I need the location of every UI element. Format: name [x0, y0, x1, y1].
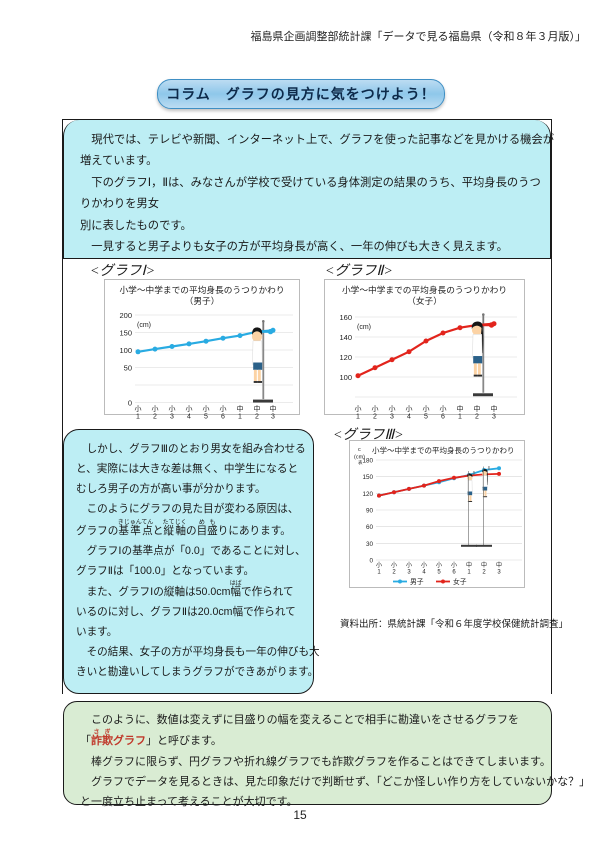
svg-text:2: 2 [475, 413, 479, 420]
svg-text:2: 2 [255, 413, 259, 420]
svg-text:小: 小 [372, 404, 379, 413]
svg-text:1: 1 [136, 413, 140, 420]
svg-text:中: 中 [270, 404, 277, 413]
svg-text:160: 160 [339, 313, 352, 322]
svg-text:男子: 男子 [410, 578, 424, 586]
svg-text:小学～中学までの平均身長のうつりかわり: 小学～中学までの平均身長のうつりかわり [372, 445, 515, 455]
svg-text:4: 4 [422, 570, 426, 576]
svg-text:c: c [358, 447, 361, 453]
svg-text:4: 4 [407, 413, 411, 420]
svg-text:100: 100 [119, 346, 132, 355]
svg-text:小: 小 [220, 404, 227, 413]
svg-text:小: 小 [406, 404, 413, 413]
svg-text:中: 中 [481, 561, 487, 569]
svg-text:200: 200 [119, 311, 132, 320]
svg-text:小: 小 [436, 561, 442, 569]
svg-text:6: 6 [452, 570, 456, 576]
svg-text:1: 1 [467, 570, 471, 576]
svg-text:小: 小 [169, 404, 176, 413]
svg-text:中: 中 [254, 404, 261, 413]
svg-text:1: 1 [356, 413, 360, 420]
svg-text:3: 3 [492, 413, 496, 420]
svg-text:2: 2 [153, 413, 157, 420]
svg-text:小: 小 [152, 404, 159, 413]
svg-text:1: 1 [238, 413, 242, 420]
svg-text:小: 小 [423, 404, 430, 413]
svg-text:小: 小 [421, 561, 427, 569]
svg-text:150: 150 [362, 474, 373, 481]
svg-text:120: 120 [339, 353, 352, 362]
svg-text:0: 0 [369, 558, 373, 565]
svg-text:小: 小 [389, 404, 396, 413]
svg-text:5: 5 [437, 570, 441, 576]
svg-text:(cm): (cm) [137, 322, 151, 329]
svg-text:小: 小 [391, 561, 397, 569]
svg-text:4: 4 [187, 413, 191, 420]
svg-text:50: 50 [124, 363, 132, 372]
svg-text:中: 中 [457, 404, 464, 413]
svg-text:3: 3 [390, 413, 394, 420]
svg-text:3: 3 [407, 570, 411, 576]
svg-text:小: 小 [203, 404, 210, 413]
svg-text:小: 小 [451, 561, 457, 569]
svg-text:30: 30 [366, 541, 374, 548]
svg-text:3: 3 [497, 570, 501, 576]
svg-text:中: 中 [237, 404, 244, 413]
svg-text:1: 1 [377, 570, 381, 576]
svg-text:3: 3 [271, 413, 275, 420]
svg-text:女子: 女子 [453, 577, 467, 586]
svg-text:小: 小 [355, 404, 362, 413]
svg-text:6: 6 [221, 413, 225, 420]
svg-text:140: 140 [339, 333, 352, 342]
svg-text:(cm): (cm) [357, 324, 371, 331]
svg-text:2: 2 [482, 570, 486, 576]
svg-text:3: 3 [170, 413, 174, 420]
svg-text:5: 5 [204, 413, 208, 420]
svg-text:6: 6 [441, 413, 445, 420]
svg-text:5: 5 [424, 413, 428, 420]
svg-text:150: 150 [119, 328, 132, 337]
svg-text:中: 中 [466, 561, 472, 569]
svg-text:0: 0 [128, 398, 132, 407]
svg-text:2: 2 [373, 413, 377, 420]
svg-text:中: 中 [496, 561, 502, 569]
svg-text:180: 180 [362, 458, 373, 465]
svg-text:小: 小 [376, 561, 382, 569]
svg-text:中: 中 [474, 404, 481, 413]
svg-text:2: 2 [392, 570, 396, 576]
svg-text:小: 小 [406, 561, 412, 569]
svg-text:100: 100 [339, 373, 352, 382]
svg-text:90: 90 [366, 508, 374, 515]
svg-text:小: 小 [135, 404, 142, 413]
svg-text:小: 小 [186, 404, 193, 413]
svg-text:1: 1 [458, 413, 462, 420]
svg-text:中: 中 [491, 404, 498, 413]
svg-text:120: 120 [362, 491, 373, 498]
svg-text:小: 小 [440, 404, 447, 413]
svg-text:60: 60 [366, 524, 374, 531]
